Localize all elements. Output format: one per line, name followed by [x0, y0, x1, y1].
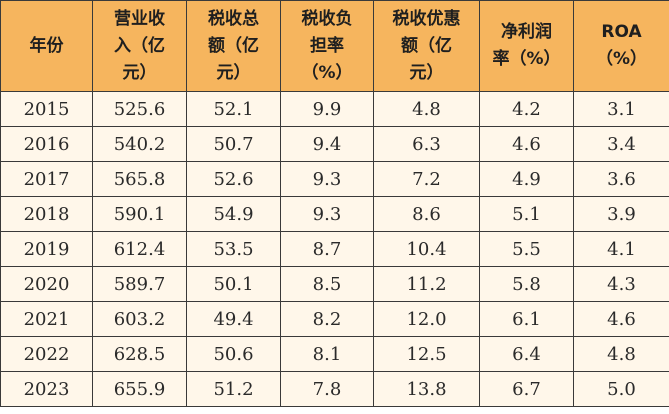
table-row: 2015 525.6 52.1 9.9 4.8 4.2 3.1: [0, 91, 669, 127]
cell-total-tax: 52.6: [186, 161, 281, 197]
cell-net-profit-rate: 6.1: [479, 301, 574, 337]
cell-tax-incentive: 6.3: [373, 126, 480, 162]
cell-year: 2020: [0, 266, 93, 302]
header-total-tax: 税收总 额（亿 元）: [186, 0, 281, 92]
cell-tax-burden-rate: 7.8: [280, 371, 374, 407]
cell-roa: 5.0: [573, 371, 669, 407]
cell-tax-incentive: 11.2: [373, 266, 480, 302]
cell-roa: 3.1: [573, 91, 669, 127]
cell-roa: 3.4: [573, 126, 669, 162]
cell-tax-burden-rate: 8.1: [280, 336, 374, 372]
cell-total-tax: 52.1: [186, 91, 281, 127]
cell-roa: 3.9: [573, 196, 669, 232]
table-row: 2020 589.7 50.1 8.5 11.2 5.8 4.3: [0, 266, 669, 302]
cell-revenue: 565.8: [92, 161, 187, 197]
cell-year: 2021: [0, 301, 93, 337]
cell-roa: 4.3: [573, 266, 669, 302]
header-revenue: 营业收 入（亿 元）: [92, 0, 187, 92]
cell-total-tax: 51.2: [186, 371, 281, 407]
cell-tax-incentive: 4.8: [373, 91, 480, 127]
cell-roa: 4.6: [573, 301, 669, 337]
cell-year: 2016: [0, 126, 93, 162]
cell-year: 2022: [0, 336, 93, 372]
cell-total-tax: 50.7: [186, 126, 281, 162]
table-row: 2021 603.2 49.4 8.2 12.0 6.1 4.6: [0, 301, 669, 337]
cell-year: 2017: [0, 161, 93, 197]
cell-net-profit-rate: 5.8: [479, 266, 574, 302]
cell-tax-incentive: 7.2: [373, 161, 480, 197]
cell-year: 2015: [0, 91, 93, 127]
cell-tax-burden-rate: 9.3: [280, 161, 374, 197]
table-row: 2022 628.5 50.6 8.1 12.5 6.4 4.8: [0, 336, 669, 372]
cell-revenue: 525.6: [92, 91, 187, 127]
cell-net-profit-rate: 4.2: [479, 91, 574, 127]
cell-roa: 4.1: [573, 231, 669, 267]
cell-tax-incentive: 10.4: [373, 231, 480, 267]
cell-total-tax: 54.9: [186, 196, 281, 232]
cell-revenue: 540.2: [92, 126, 187, 162]
cell-tax-burden-rate: 8.2: [280, 301, 374, 337]
cell-total-tax: 50.6: [186, 336, 281, 372]
cell-tax-burden-rate: 8.5: [280, 266, 374, 302]
header-roa: ROA （%）: [573, 0, 669, 92]
header-net-profit-rate: 净利润 率（%）: [479, 0, 574, 92]
cell-roa: 4.8: [573, 336, 669, 372]
header-tax-burden-rate: 税收负 担率 （%）: [280, 0, 374, 92]
cell-net-profit-rate: 5.5: [479, 231, 574, 267]
table-row: 2017 565.8 52.6 9.3 7.2 4.9 3.6: [0, 161, 669, 197]
cell-net-profit-rate: 4.9: [479, 161, 574, 197]
table-header-row: 年份 营业收 入（亿 元） 税收总 额（亿 元） 税收负 担率 （%） 税收优惠…: [0, 0, 669, 92]
table-row: 2016 540.2 50.7 9.4 6.3 4.6 3.4: [0, 126, 669, 162]
table-row: 2019 612.4 53.5 8.7 10.4 5.5 4.1: [0, 231, 669, 267]
cell-revenue: 655.9: [92, 371, 187, 407]
cell-revenue: 612.4: [92, 231, 187, 267]
table-row: 2023 655.9 51.2 7.8 13.8 6.7 5.0: [0, 371, 669, 407]
cell-revenue: 590.1: [92, 196, 187, 232]
cell-year: 2018: [0, 196, 93, 232]
cell-tax-burden-rate: 8.7: [280, 231, 374, 267]
cell-tax-incentive: 12.5: [373, 336, 480, 372]
cell-total-tax: 50.1: [186, 266, 281, 302]
cell-revenue: 603.2: [92, 301, 187, 337]
header-year: 年份: [0, 0, 93, 92]
cell-revenue: 628.5: [92, 336, 187, 372]
cell-net-profit-rate: 6.7: [479, 371, 574, 407]
cell-net-profit-rate: 6.4: [479, 336, 574, 372]
table-row: 2018 590.1 54.9 9.3 8.6 5.1 3.9: [0, 196, 669, 232]
cell-tax-burden-rate: 9.4: [280, 126, 374, 162]
cell-net-profit-rate: 4.6: [479, 126, 574, 162]
cell-tax-incentive: 12.0: [373, 301, 480, 337]
cell-total-tax: 49.4: [186, 301, 281, 337]
cell-revenue: 589.7: [92, 266, 187, 302]
cell-net-profit-rate: 5.1: [479, 196, 574, 232]
cell-tax-burden-rate: 9.9: [280, 91, 374, 127]
cell-year: 2023: [0, 371, 93, 407]
cell-year: 2019: [0, 231, 93, 267]
cell-total-tax: 53.5: [186, 231, 281, 267]
cell-tax-incentive: 8.6: [373, 196, 480, 232]
cell-roa: 3.6: [573, 161, 669, 197]
cell-tax-burden-rate: 9.3: [280, 196, 374, 232]
cell-tax-incentive: 13.8: [373, 371, 480, 407]
header-tax-incentive: 税收优惠 额（亿 元）: [373, 0, 480, 92]
